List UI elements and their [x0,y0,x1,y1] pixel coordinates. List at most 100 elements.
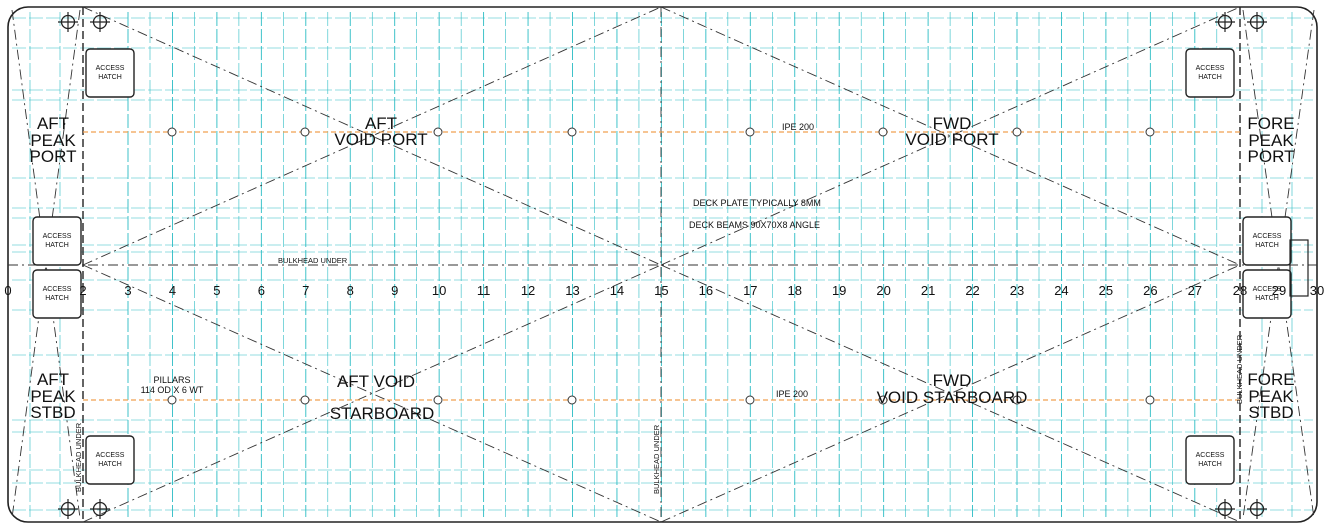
svg-text:PEAK: PEAK [1248,387,1294,406]
hull-outline [7,6,1318,523]
access-hatch: ACCESS HATCH [32,216,82,266]
frame-numbers: 0 2 3 4 5 6 7 8 9 10 11 12 13 14 15 16 17 18 19 20 21 22 23 24 2… [4,283,1324,298]
frame-number: 17 [743,283,757,298]
svg-text:PEAK: PEAK [30,387,76,406]
zone-aft-void-port: AFT VOID PORT [334,114,427,149]
bulkhead-label-fore: BULKHEAD UNDER [1235,334,1244,404]
frame-number: 29 [1272,283,1286,298]
pillar-circle [878,395,888,405]
frame-number: 23 [1010,283,1024,298]
bolt-icon [1247,499,1267,519]
zone-aft-peak-stbd: AFT PEAK STBD [30,370,76,422]
pillar-circle [300,127,310,137]
access-hatch: ACCESS HATCH [85,48,135,98]
svg-text:ACCESS: ACCESS [96,452,125,459]
frame-number: 9 [391,283,398,298]
svg-text:HATCH: HATCH [98,74,122,81]
svg-text:ACCESS: ACCESS [1253,286,1282,293]
svg-text:HATCH: HATCH [1198,461,1222,468]
svg-text:PEAK: PEAK [1248,131,1294,150]
svg-text:PILLARS: PILLARS [153,375,190,385]
frame-number: 27 [1188,283,1202,298]
svg-text:AFT: AFT [365,114,397,133]
zone-aft-void-stbd: AFT VOID STARBOARD [330,372,435,423]
frame-number: 21 [921,283,935,298]
corner-bolts [58,12,1267,519]
svg-text:FORE: FORE [1247,114,1294,133]
frame-number: 13 [565,283,579,298]
svg-text:AFT VOID: AFT VOID [337,372,415,391]
pillar-circle [567,395,577,405]
svg-text:STBD: STBD [30,403,75,422]
frame-number: 2 [79,283,86,298]
svg-text:HATCH: HATCH [1198,74,1222,81]
bolt-icon [1215,12,1235,32]
frame-number: 12 [521,283,535,298]
bolt-icon [58,499,78,519]
frame-number: 4 [169,283,176,298]
frame-number: 10 [432,283,446,298]
pillar-circle [300,395,310,405]
pillar-circle [167,395,177,405]
svg-text:ACCESS: ACCESS [1196,452,1225,459]
svg-text:PEAK: PEAK [30,131,76,150]
frame-number: 5 [213,283,220,298]
pillar-circle [567,127,577,137]
svg-text:FWD: FWD [933,371,972,390]
frame-number: 19 [832,283,846,298]
fore-fitting [1289,239,1309,297]
frame-number: 0 [4,283,11,298]
svg-text:STARBOARD: STARBOARD [330,404,435,423]
svg-text:ACCESS: ACCESS [43,286,72,293]
frame-number: 14 [610,283,624,298]
pillar-circle [1012,395,1022,405]
frame-number: 16 [699,283,713,298]
bolt-icon [1247,12,1267,32]
pillar-markers [167,127,1155,405]
svg-text:HATCH: HATCH [45,295,69,302]
bolt-icon [1215,499,1235,519]
frame-grid [12,12,1313,517]
svg-text:VOID PORT: VOID PORT [334,130,427,149]
svg-text:HATCH: HATCH [1255,242,1279,249]
access-hatch: ACCESS HATCH [1242,216,1292,266]
svg-text:PORT: PORT [30,147,77,166]
access-hatches: ACCESS HATCH ACCESS HATCH ACCESS HATCH ACCESS H… [32,48,1292,485]
svg-text:FWD: FWD [933,114,972,133]
svg-text:VOID PORT: VOID PORT [905,130,998,149]
beam-label-port: IPE 200 [782,122,814,132]
svg-text:ACCESS: ACCESS [96,65,125,72]
svg-text:ACCESS: ACCESS [1196,65,1225,72]
svg-text:HATCH: HATCH [98,461,122,468]
svg-text:ACCESS: ACCESS [1253,233,1282,240]
frame-number: 22 [965,283,979,298]
access-hatch: ACCESS HATCH [85,435,135,485]
zone-fwd-void-stbd: FWD VOID STARBOARD [877,371,1028,407]
svg-text:PORT: PORT [1248,147,1295,166]
zone-aft-peak-port: AFT PEAK PORT [30,114,77,166]
frame-number: 30 [1310,283,1324,298]
bulkhead-label-mid: BULKHEAD UNDER [652,424,661,494]
frame-number: 28 [1233,283,1247,298]
svg-text:114 OD X 6 WT: 114 OD X 6 WT [141,385,204,395]
svg-text:STBD: STBD [1248,403,1293,422]
zone-fore-peak-stbd: FORE PEAK STBD [1247,370,1294,422]
svg-text:VOID STARBOARD: VOID STARBOARD [877,388,1028,407]
frame-number: 15 [654,283,668,298]
pillar-circle [1012,127,1022,137]
svg-text:AFT: AFT [37,370,69,389]
frame-number: 20 [876,283,890,298]
svg-text:AFT: AFT [37,114,69,133]
access-hatch: ACCESS HATCH [1242,269,1292,319]
zone-fore-peak-port: FORE PEAK PORT [1247,114,1294,166]
zone-fwd-void-port: FWD VOID PORT [905,114,998,149]
svg-text:ACCESS: ACCESS [43,233,72,240]
pillar-circle [745,395,755,405]
bolt-icon [90,499,110,519]
frame-number: 24 [1054,283,1068,298]
bolt-icon [90,12,110,32]
frame-number: 18 [788,283,802,298]
svg-text:FORE: FORE [1247,370,1294,389]
pillar-circle [433,127,443,137]
